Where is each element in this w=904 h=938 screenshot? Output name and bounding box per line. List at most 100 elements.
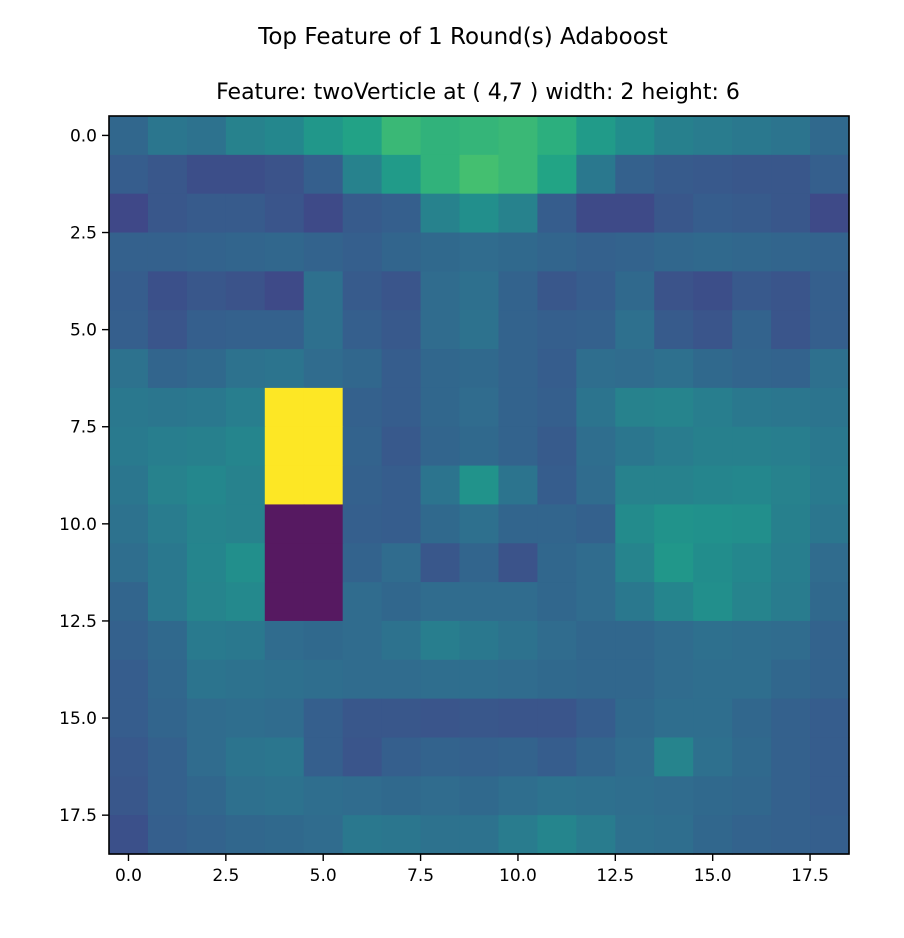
heatmap-cell: [732, 582, 772, 622]
heatmap-cell: [654, 465, 694, 506]
heatmap-cell: [615, 815, 655, 855]
heatmap-cell: [693, 620, 733, 661]
heatmap-cell: [576, 659, 616, 700]
y-tick-label: 0.0: [70, 126, 97, 146]
heatmap-cell: [654, 387, 694, 428]
heatmap-cell: [654, 737, 694, 777]
heatmap-cell: [109, 776, 149, 816]
heatmap-cell: [342, 116, 383, 156]
heatmap-cell: [654, 698, 694, 739]
heatmap-cell: [459, 620, 500, 661]
heatmap-cell: [342, 387, 383, 428]
heatmap-cell: [420, 620, 461, 661]
heatmap-cell: [303, 349, 344, 389]
heatmap-cell: [576, 426, 616, 467]
heatmap-cell: [693, 349, 733, 389]
heatmap-cell: [264, 582, 305, 622]
heatmap-cell: [498, 193, 539, 234]
heatmap-cell: [459, 232, 500, 272]
heatmap-cell: [303, 310, 344, 350]
y-tick-label: 5.0: [70, 321, 97, 341]
heatmap-cell: [381, 426, 422, 467]
heatmap-cell: [420, 659, 461, 700]
heatmap-cell: [342, 659, 383, 700]
heatmap-cell: [420, 232, 461, 272]
heatmap-cell: [771, 543, 811, 583]
heatmap-cell: [654, 154, 694, 195]
heatmap-cell: [147, 737, 188, 777]
axes-frame: [108, 115, 850, 855]
heatmap-cell: [303, 193, 344, 234]
heatmap-cell: [810, 310, 850, 350]
heatmap-cell: [459, 815, 500, 855]
heatmap-cell: [420, 426, 461, 467]
heatmap-cell: [186, 582, 227, 622]
heatmap-cell: [381, 271, 422, 311]
heatmap-cell: [420, 737, 461, 777]
heatmap-cell: [420, 504, 461, 544]
heatmap-cell: [576, 815, 616, 855]
heatmap-cell: [576, 193, 616, 234]
heatmap-cell: [576, 271, 616, 311]
heatmap-cell: [615, 543, 655, 583]
heatmap-cell: [225, 426, 266, 467]
heatmap-cell: [342, 232, 383, 272]
heatmap-cell: [693, 232, 733, 272]
heatmap-cell: [576, 776, 616, 816]
heatmap-cell: [498, 698, 539, 739]
heatmap-cell: [732, 387, 772, 428]
heatmap-cell: [654, 543, 694, 583]
heatmap-cell: [459, 349, 500, 389]
heatmap-cell: [147, 582, 188, 622]
heatmap-cell: [732, 193, 772, 234]
heatmap-cell: [615, 465, 655, 506]
heatmap-cell: [186, 659, 227, 700]
heatmap-cell: [576, 116, 616, 156]
heatmap-cell: [615, 737, 655, 777]
heatmap-cell: [186, 543, 227, 583]
heatmap-cell: [147, 310, 188, 350]
heatmap-cell: [810, 232, 850, 272]
heatmap-cell: [342, 776, 383, 816]
heatmap-cell: [303, 465, 344, 506]
heatmap-cell: [147, 116, 188, 156]
heatmap-cell: [381, 310, 422, 350]
heatmap-cell: [147, 465, 188, 506]
heatmap-cell: [732, 271, 772, 311]
heatmap-cell: [420, 271, 461, 311]
heatmap-cell: [771, 776, 811, 816]
heatmap-cell: [732, 737, 772, 777]
heatmap-cell: [498, 232, 539, 272]
heatmap-cell: [186, 349, 227, 389]
heatmap-cell: [693, 271, 733, 311]
heatmap-cell: [186, 232, 227, 272]
heatmap-cell: [186, 620, 227, 661]
figure-suptitle: Top Feature of 1 Round(s) Adaboost: [257, 24, 668, 50]
heatmap-cell: [537, 465, 577, 506]
heatmap-cell: [264, 193, 305, 234]
heatmap-cell: [693, 815, 733, 855]
heatmap-cell: [576, 543, 616, 583]
heatmap-cell: [537, 271, 577, 311]
heatmap-cell: [771, 271, 811, 311]
heatmap-cell: [109, 232, 149, 272]
heatmap-cell: [303, 504, 344, 544]
heatmap-cell: [147, 543, 188, 583]
heatmap-cell: [615, 116, 655, 156]
heatmap-cell: [225, 776, 266, 816]
y-tick-label: 10.0: [59, 515, 97, 535]
heatmap-cell: [693, 737, 733, 777]
heatmap-cell: [693, 426, 733, 467]
heatmap-cell: [186, 815, 227, 855]
heatmap-cell: [264, 465, 305, 506]
heatmap-cell: [576, 310, 616, 350]
heatmap-cell: [342, 349, 383, 389]
heatmap-cell: [186, 776, 227, 816]
heatmap-cell: [109, 543, 149, 583]
heatmap-cell: [225, 154, 266, 195]
heatmap-cell: [381, 349, 422, 389]
x-tick-label: 7.5: [407, 866, 434, 886]
heatmap-cell: [654, 271, 694, 311]
heatmap-cell: [381, 504, 422, 544]
